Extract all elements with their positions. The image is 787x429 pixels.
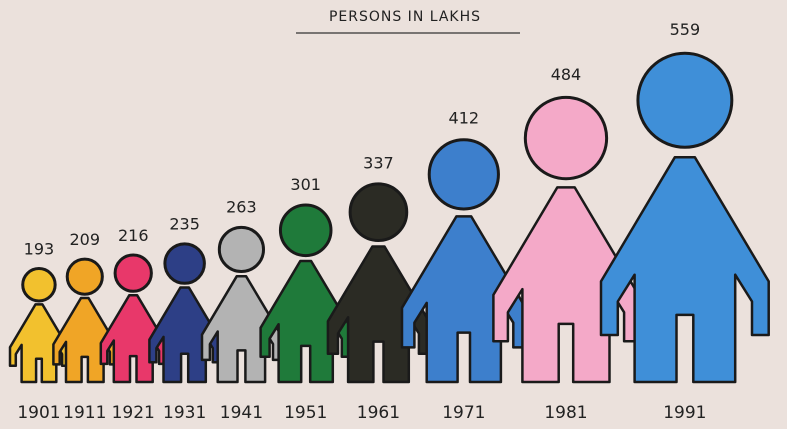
value-label: 484 xyxy=(551,65,582,84)
value-label: 209 xyxy=(70,230,101,249)
value-label: 193 xyxy=(24,240,55,259)
x-tick-label: 1971 xyxy=(442,403,485,423)
x-tick-label: 1931 xyxy=(163,403,206,423)
value-label: 412 xyxy=(449,108,480,127)
x-tick-label: 1901 xyxy=(17,403,60,423)
value-label: 263 xyxy=(226,198,257,217)
person-body xyxy=(599,156,770,384)
person-icon xyxy=(599,51,770,384)
person-head xyxy=(21,267,57,303)
person-head xyxy=(278,203,333,258)
value-label: 216 xyxy=(118,226,149,245)
chart-title: PERSONS IN LAKHS xyxy=(329,9,481,25)
x-tick-label: 1941 xyxy=(220,403,263,423)
x-tick-label: 1951 xyxy=(284,403,327,423)
person-head xyxy=(348,182,409,242)
x-tick-label: 1961 xyxy=(357,403,400,423)
x-tick-label: 1911 xyxy=(63,403,106,423)
person-head xyxy=(217,225,266,274)
person-head xyxy=(65,257,104,296)
x-tick-label: 1981 xyxy=(544,403,587,423)
person-head xyxy=(636,51,734,149)
value-label: 559 xyxy=(670,20,701,39)
person-icon xyxy=(148,242,222,384)
person-head xyxy=(113,253,153,293)
x-tick-label: 1991 xyxy=(663,403,706,423)
value-label: 337 xyxy=(363,153,394,172)
person-head xyxy=(427,138,500,211)
person-head xyxy=(523,95,609,181)
value-label: 235 xyxy=(169,215,200,234)
value-label: 301 xyxy=(290,175,321,194)
x-tick-label: 1921 xyxy=(112,403,155,423)
person-head xyxy=(163,242,206,285)
